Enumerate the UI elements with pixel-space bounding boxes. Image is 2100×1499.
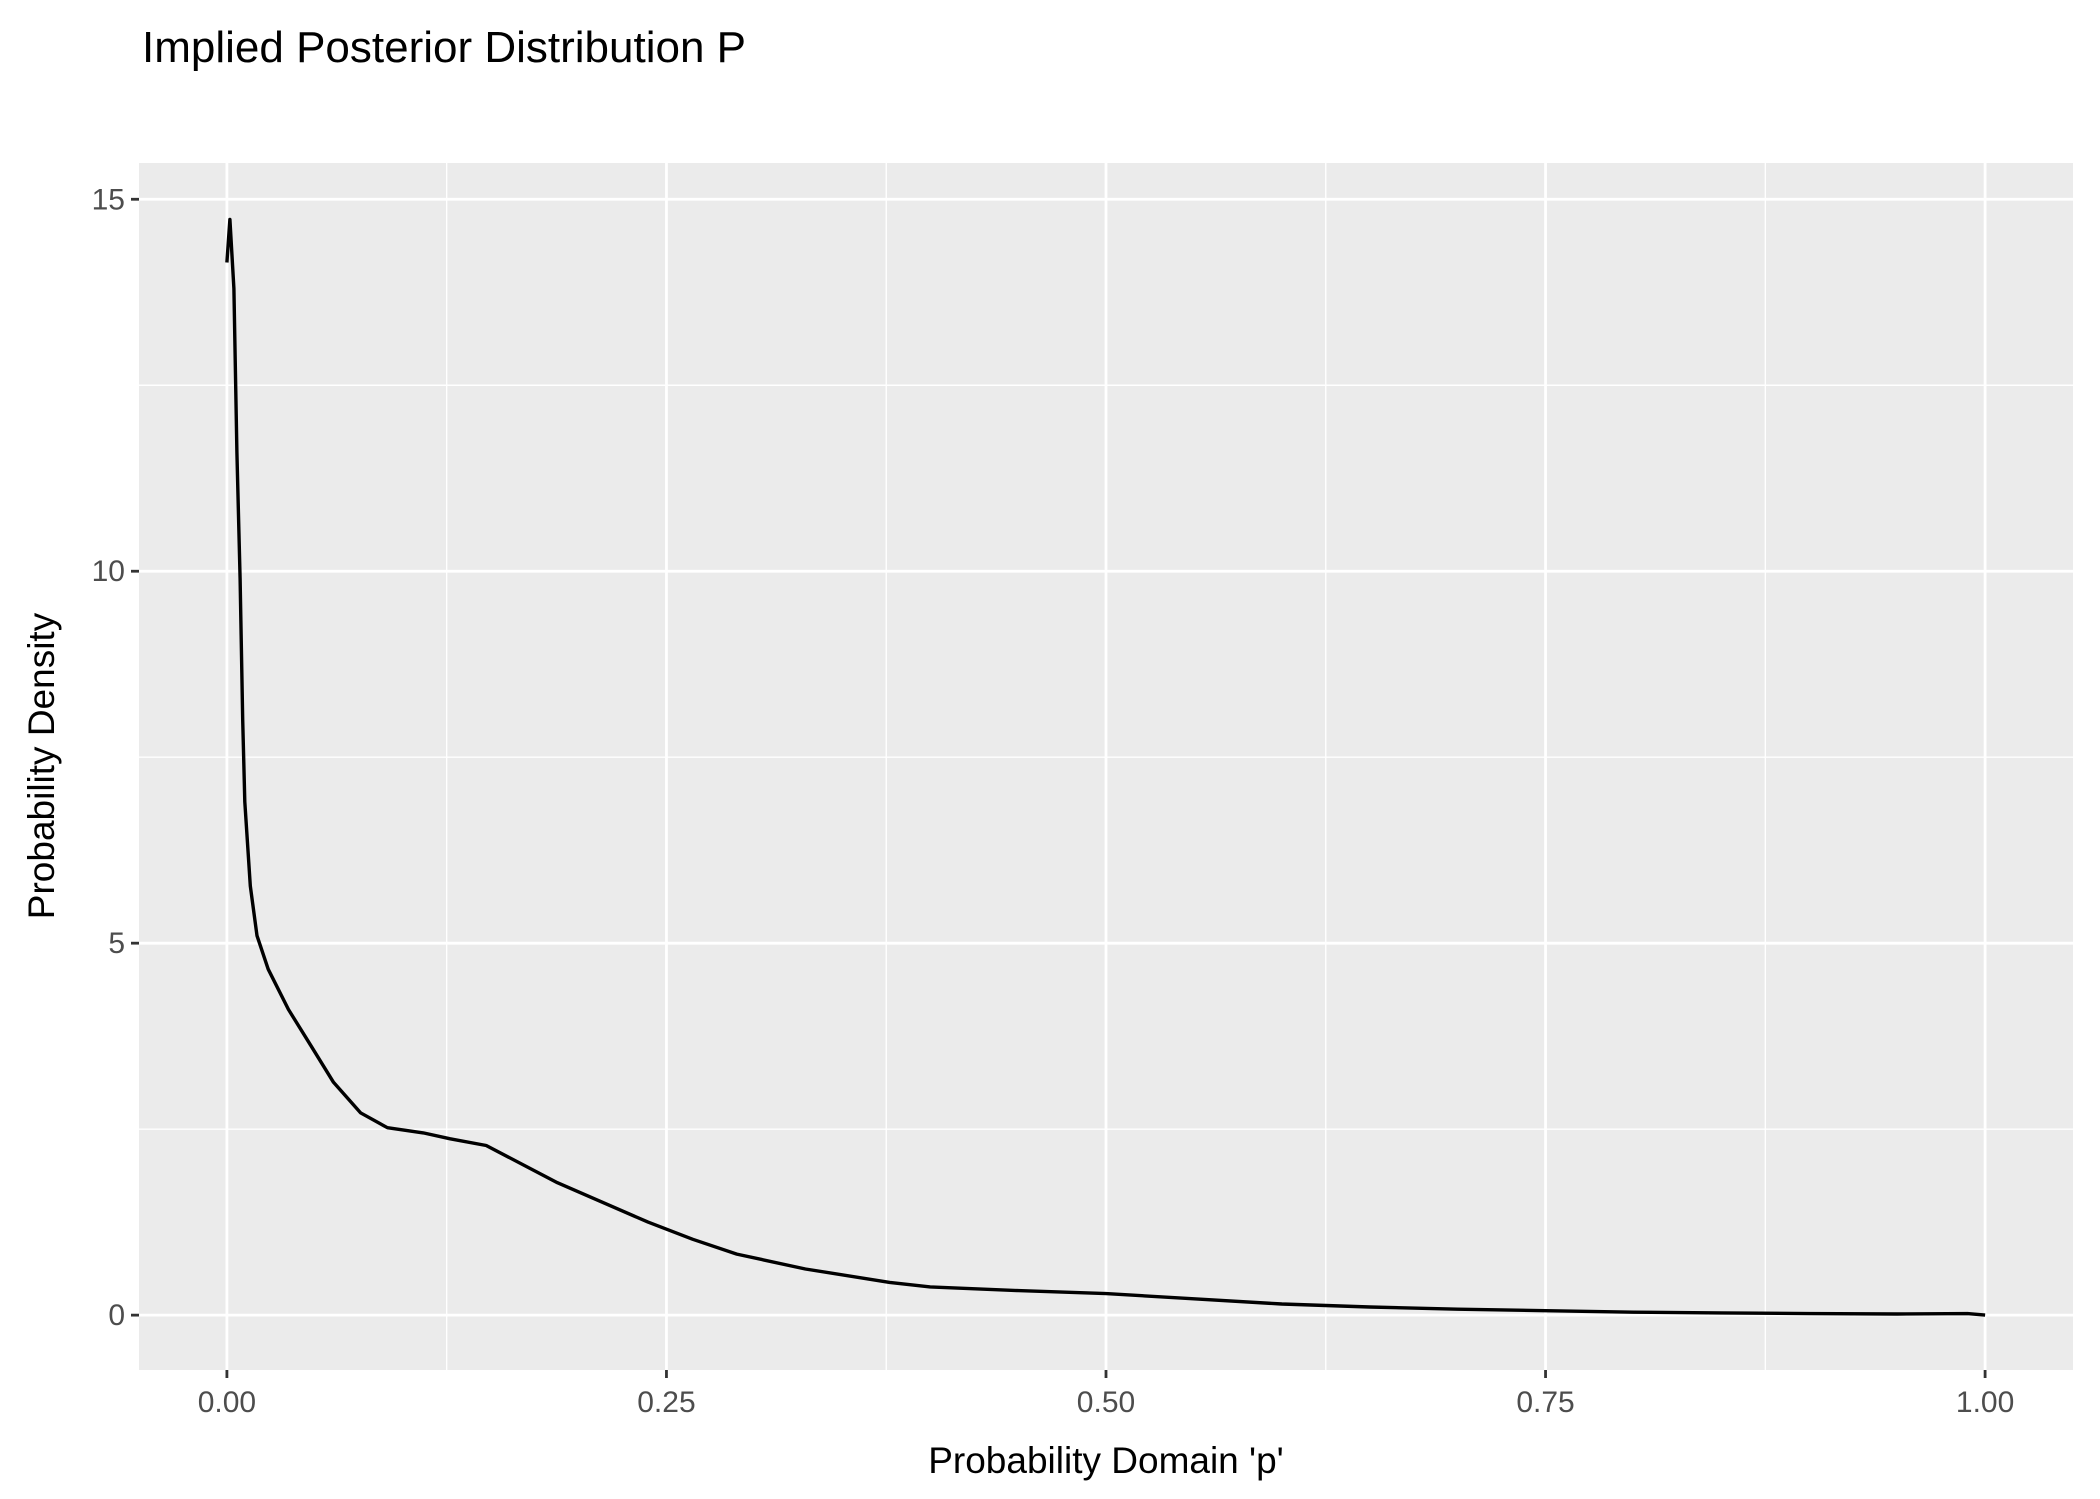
x-tick-label: 1.00 [1956, 1386, 2014, 1419]
y-axis-title: Probability Density [21, 612, 62, 919]
chart-title: Implied Posterior Distribution P [142, 23, 746, 72]
major-gridlines [139, 163, 2073, 1370]
x-axis: 0.00 0.25 0.50 0.75 1.00 [198, 1370, 2014, 1419]
x-tick-label: 0.00 [198, 1386, 256, 1419]
density-line [225, 217, 1986, 1317]
x-tick-label: 0.50 [1077, 1386, 1135, 1419]
y-tick-label: 0 [108, 1299, 125, 1332]
y-tick-label: 5 [108, 927, 125, 960]
x-tick-label: 0.25 [637, 1386, 695, 1419]
y-tick-label: 10 [92, 555, 125, 588]
x-tick-label: 0.75 [1516, 1386, 1574, 1419]
x-axis-title: Probability Domain 'p' [928, 1440, 1284, 1481]
y-axis: 0 5 10 15 [92, 183, 139, 1332]
y-tick-label: 15 [92, 183, 125, 216]
